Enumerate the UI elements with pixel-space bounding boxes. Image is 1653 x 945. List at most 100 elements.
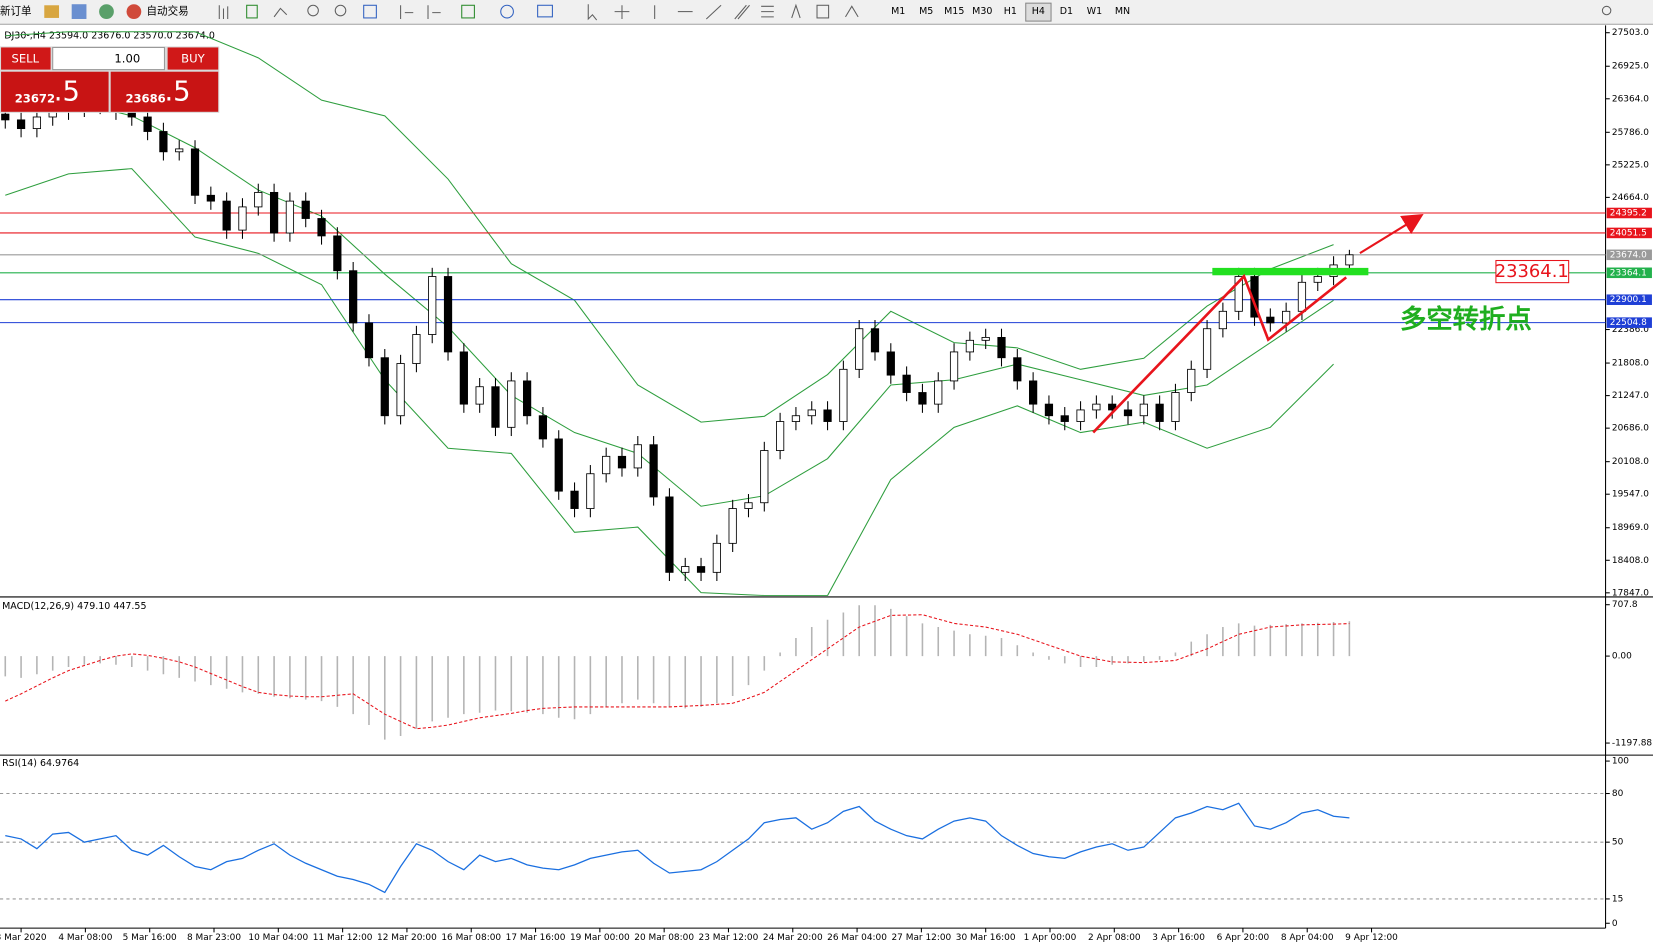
price-level-tag — [1606, 227, 1652, 239]
candle-body — [1187, 368, 1196, 393]
search-icon[interactable] — [1601, 5, 1612, 16]
shift-icon[interactable] — [427, 5, 441, 19]
timeframe-button[interactable]: W1 — [1087, 6, 1102, 17]
y-tick-label: 25786.0 — [1612, 128, 1649, 138]
cursor-icon[interactable] — [587, 4, 598, 21]
zoom-out-icon[interactable] — [334, 4, 347, 17]
candle-body — [538, 415, 548, 440]
candle-body — [602, 455, 611, 475]
candle-body — [522, 380, 532, 417]
lot-input[interactable] — [52, 46, 165, 71]
candle-body — [285, 200, 295, 234]
fibo-icon[interactable] — [761, 5, 774, 18]
time-label: 3 Mar 2020 — [0, 933, 47, 943]
text-icon[interactable] — [791, 3, 801, 19]
candle-icon[interactable] — [246, 4, 258, 19]
time-label: 16 Mar 08:00 — [441, 933, 501, 943]
chart-background — [0, 25, 1653, 945]
price-level-label: 23674.0 — [1610, 250, 1647, 260]
toolbar-icon[interactable] — [44, 5, 60, 18]
candle-body — [665, 496, 674, 573]
candle-body — [380, 357, 389, 417]
timeframe-button[interactable]: MN — [1115, 6, 1130, 17]
candle-body — [617, 455, 627, 469]
buy-price-box[interactable] — [110, 71, 219, 112]
y-tick-label: -1197.88 — [1612, 739, 1653, 749]
timeframe-button[interactable]: M15 — [944, 6, 964, 17]
candle-body — [949, 351, 959, 382]
time-label: 9 Apr 12:00 — [1345, 933, 1398, 943]
sell-price-box[interactable] — [1, 71, 109, 112]
candle-body — [712, 542, 721, 573]
timeframe-button[interactable]: H4 — [1032, 6, 1045, 17]
macd-panel — [4, 605, 1351, 740]
sell-price-point[interactable]: .5 — [54, 76, 80, 107]
candle-body — [1282, 310, 1291, 324]
buy-price-point[interactable]: .5 — [164, 76, 190, 107]
zoom-in-icon[interactable] — [307, 4, 319, 17]
timeframe-button[interactable]: D1 — [1060, 6, 1073, 17]
time-label: 11 Mar 12:00 — [313, 933, 373, 943]
toolbar-icon[interactable] — [99, 4, 114, 19]
timeframe-button[interactable]: M5 — [919, 6, 933, 17]
auto-trading-icon[interactable] — [126, 4, 142, 19]
trendline-icon[interactable] — [705, 4, 722, 20]
candle-body — [1234, 276, 1243, 312]
pivot-annotation: 多空转折点 — [1400, 304, 1532, 335]
tile-icon[interactable] — [363, 4, 377, 19]
sell-button[interactable] — [1, 47, 51, 70]
timeframe-button[interactable]: M30 — [972, 6, 992, 17]
line-icon[interactable] — [273, 7, 288, 18]
candle-body — [222, 200, 231, 231]
lot-value[interactable]: 1.00 — [114, 52, 140, 66]
candle-body — [443, 276, 453, 353]
y-tick-label: 26925.0 — [1612, 62, 1649, 72]
rsi-line — [5, 802, 1350, 894]
candle-body — [902, 374, 911, 393]
timeframe-active[interactable] — [1025, 2, 1052, 22]
candle-body — [744, 502, 753, 509]
new-order-button[interactable]: 新订单 — [0, 5, 32, 18]
candle-body — [839, 368, 848, 422]
template-icon[interactable] — [537, 4, 553, 18]
candle-body — [1266, 316, 1275, 324]
indicator-icon[interactable] — [461, 4, 475, 19]
candle-body — [1313, 276, 1322, 283]
timeframe-button[interactable]: H1 — [1004, 6, 1017, 17]
candle-body — [807, 409, 816, 417]
crosshair-icon[interactable] — [614, 5, 630, 19]
candle-body — [1171, 392, 1180, 422]
arrows-icon[interactable] — [845, 5, 859, 18]
y-tick-label: 50 — [1612, 838, 1624, 848]
buy-label[interactable]: BUY — [181, 52, 205, 66]
candle-body — [649, 444, 658, 498]
time-label: 3 Apr 16:00 — [1152, 933, 1205, 943]
price-level-label: 22900.1 — [1610, 295, 1647, 305]
timeframe-bar: M1 M5 M15 M30 H1 H4 D1 W1 MN — [891, 2, 1130, 22]
period-icon[interactable] — [500, 4, 514, 19]
candle-body — [1060, 415, 1069, 422]
buy-button[interactable] — [167, 47, 219, 70]
channel-icon[interactable] — [734, 4, 750, 20]
time-label: 2 Apr 08:00 — [1088, 933, 1141, 943]
candle-body — [428, 276, 437, 335]
scroll-icon[interactable] — [400, 5, 414, 19]
y-tick-label: 24664.0 — [1612, 193, 1649, 203]
buy-price[interactable]: 23686 — [125, 92, 165, 106]
y-tick-label: 25225.0 — [1612, 160, 1649, 170]
time-label: 23 Mar 12:00 — [699, 933, 759, 943]
candle-body — [1123, 409, 1133, 417]
timeframe-button[interactable]: M1 — [891, 6, 905, 17]
y-tick-label: 19547.0 — [1612, 490, 1649, 500]
y-tick-label: 80 — [1612, 789, 1624, 799]
sell-label[interactable]: SELL — [12, 52, 40, 66]
sell-price[interactable]: 23672 — [15, 92, 55, 106]
toolbar-icon[interactable] — [71, 4, 87, 19]
time-label: 30 Mar 16:00 — [956, 933, 1016, 943]
label-icon[interactable] — [816, 4, 830, 19]
auto-trading-button[interactable]: 自动交易 — [147, 5, 189, 18]
candle-body — [1044, 403, 1054, 417]
bar-chart-icon[interactable] — [218, 5, 229, 19]
projection-arrow — [1359, 214, 1424, 255]
